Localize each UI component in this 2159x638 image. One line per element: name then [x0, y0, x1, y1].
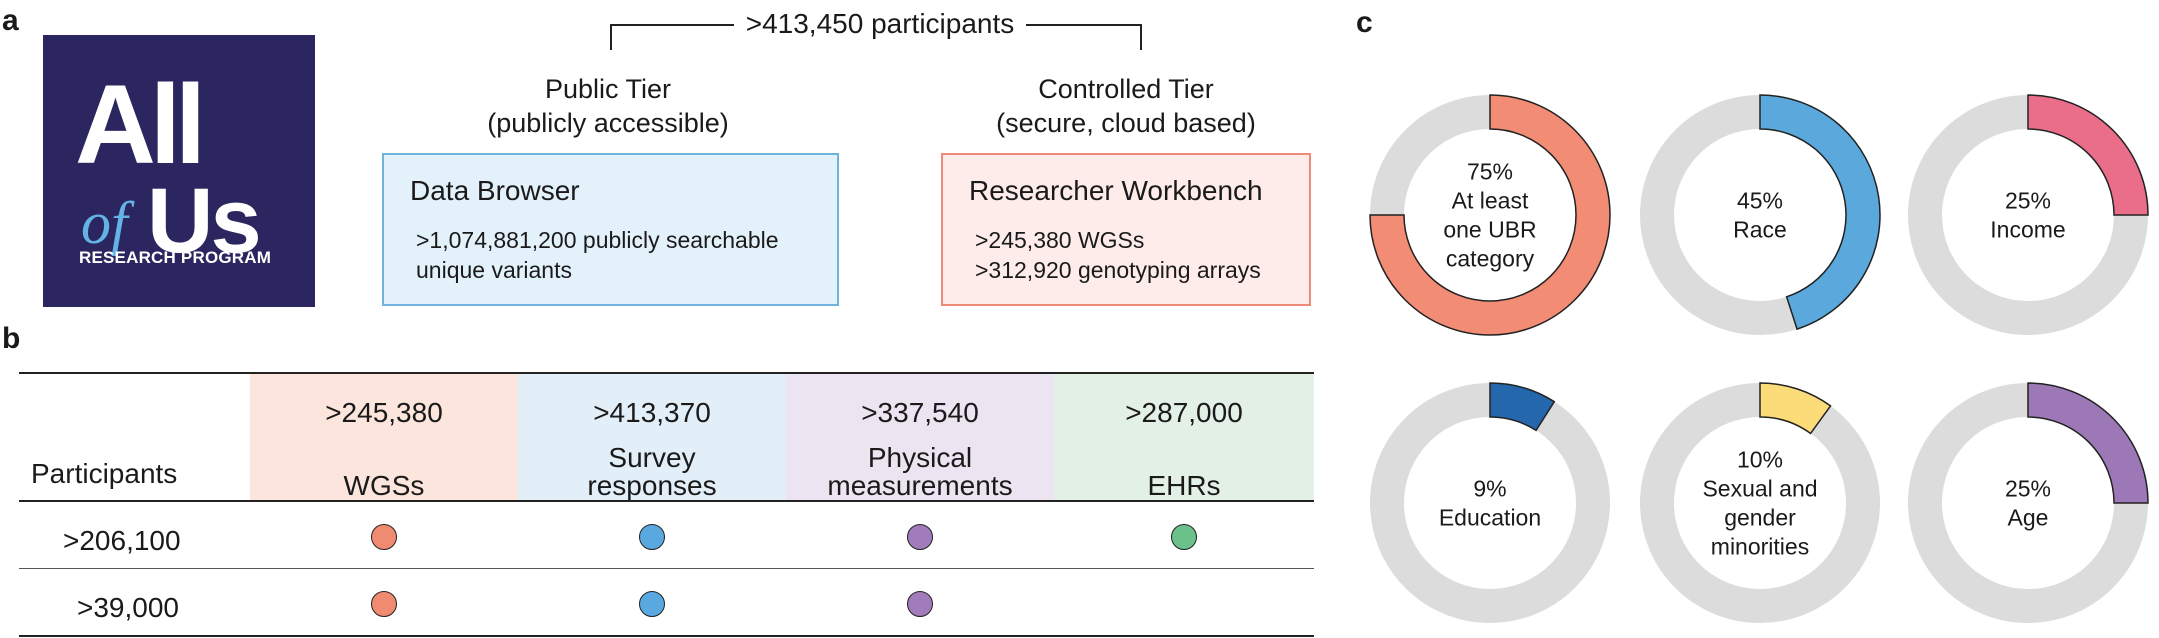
table-top-rule: [19, 372, 1314, 374]
column-label-2: EHRs: [1147, 470, 1221, 501]
column-header-physical: >337,540 Physical measurements: [786, 374, 1054, 500]
logo-of-text: of: [81, 190, 128, 256]
column-label-2: WGSs: [343, 470, 425, 501]
bracket-label-wrap: >413,450 participants: [725, 8, 1035, 40]
workbench-line-1: >245,380 WGSs: [975, 227, 1145, 253]
availability-dot: [371, 524, 397, 550]
donut-category-label: one UBR: [1443, 217, 1536, 243]
donut-percent-label: 45%: [1737, 188, 1783, 214]
row-label-206100: >206,100: [63, 525, 181, 556]
donut-segment: [1369, 94, 1611, 336]
data-browser-title: Data Browser: [410, 175, 580, 206]
logo-all-text: All: [75, 62, 206, 187]
column-count: >287,000: [1125, 397, 1243, 428]
table-bottom-rule: [19, 635, 1314, 637]
column-label-1: Physical: [867, 442, 973, 473]
availability-dot: [639, 524, 665, 550]
availability-dot: [907, 524, 933, 550]
donut-percent-label: 9%: [1473, 476, 1506, 502]
public-tier-title: Public Tier: [544, 74, 672, 104]
row-label-39000: >39,000: [77, 592, 179, 623]
availability-dot: [907, 591, 933, 617]
column-count: >337,540: [861, 397, 979, 428]
column-header-wgs: >245,380 WGSs: [250, 374, 518, 500]
donut-category-label: Income: [1990, 217, 2065, 243]
column-label-1: [1054, 444, 1314, 472]
donut-segment: [1489, 382, 1556, 432]
column-label-1: [250, 444, 518, 472]
controlled-tier-title: Controlled Tier: [1038, 74, 1214, 104]
donut-category-label: Education: [1439, 505, 1541, 531]
panel-label-b: b: [2, 322, 21, 355]
workbench-title: Researcher Workbench: [969, 175, 1263, 206]
panel-label-a: a: [2, 4, 19, 37]
column-label-2: responses: [587, 470, 717, 501]
column-header-survey: >413,370 Survey responses: [518, 374, 786, 500]
availability-dot: [639, 591, 665, 617]
panel-label-c: c: [1356, 6, 1373, 39]
logo-subtitle: RESEARCH PROGRAM: [79, 248, 272, 267]
donut-category-label: minorities: [1711, 534, 1809, 560]
ubr-donut-charts: 75% At least one UBR category 45% Race 25% Inco…: [1369, 94, 2149, 623]
donut-segment: [2027, 382, 2149, 504]
availability-dot: [371, 591, 397, 617]
donut-segment: [1759, 382, 1832, 435]
data-types-table: >245,380 WGSs >413,370 Survey responses …: [19, 372, 1314, 638]
row-rule: [19, 568, 1314, 569]
donut-category-label: Sexual and: [1702, 476, 1817, 502]
participants-header: Participants: [31, 458, 178, 489]
donut-segment: [1759, 94, 1881, 331]
donut-percent-label: 10%: [1737, 447, 1783, 473]
data-browser-line-1: >1,074,881,200 publicly searchable: [416, 227, 779, 253]
donut-category-label: gender: [1724, 505, 1796, 531]
column-label-2: measurements: [827, 470, 1013, 501]
workbench-line-2: >312,920 genotyping arrays: [975, 257, 1261, 283]
all-of-us-logo: All of Us RESEARCH PROGRAM: [43, 35, 315, 307]
donut-category-label: Age: [2008, 505, 2049, 531]
logo-us-text: Us: [147, 170, 262, 272]
data-browser-box: Data Browser >1,074,881,200 publicly sea…: [382, 153, 839, 306]
availability-dot: [1171, 524, 1197, 550]
controlled-tier-subtitle: (secure, cloud based): [996, 108, 1256, 138]
column-count: >413,370: [593, 397, 711, 428]
header-rule: [19, 500, 1314, 502]
donut-category-label: category: [1446, 246, 1535, 272]
donut-category-label: Race: [1733, 217, 1787, 243]
column-label-1: Survey: [608, 442, 696, 473]
donut-track: [1640, 383, 1880, 623]
bracket-label: >413,450 participants: [733, 8, 1027, 39]
donut-percent-label: 25%: [2005, 188, 2051, 214]
column-header-ehr: >287,000 EHRs: [1054, 374, 1314, 500]
donut-category-label: At least: [1452, 188, 1529, 214]
column-count: >245,380: [325, 397, 443, 428]
donut-percent-label: 25%: [2005, 476, 2051, 502]
donut-segment: [2027, 94, 2149, 216]
donut-track: [1370, 383, 1610, 623]
public-tier-heading: Public Tier (publicly accessible): [440, 72, 776, 140]
data-browser-line-2: unique variants: [416, 257, 572, 283]
donut-percent-label: 75%: [1467, 159, 1513, 185]
public-tier-subtitle: (publicly accessible): [487, 108, 729, 138]
controlled-tier-heading: Controlled Tier (secure, cloud based): [958, 72, 1294, 140]
researcher-workbench-box: Researcher Workbench >245,380 WGSs >312,…: [941, 153, 1311, 306]
